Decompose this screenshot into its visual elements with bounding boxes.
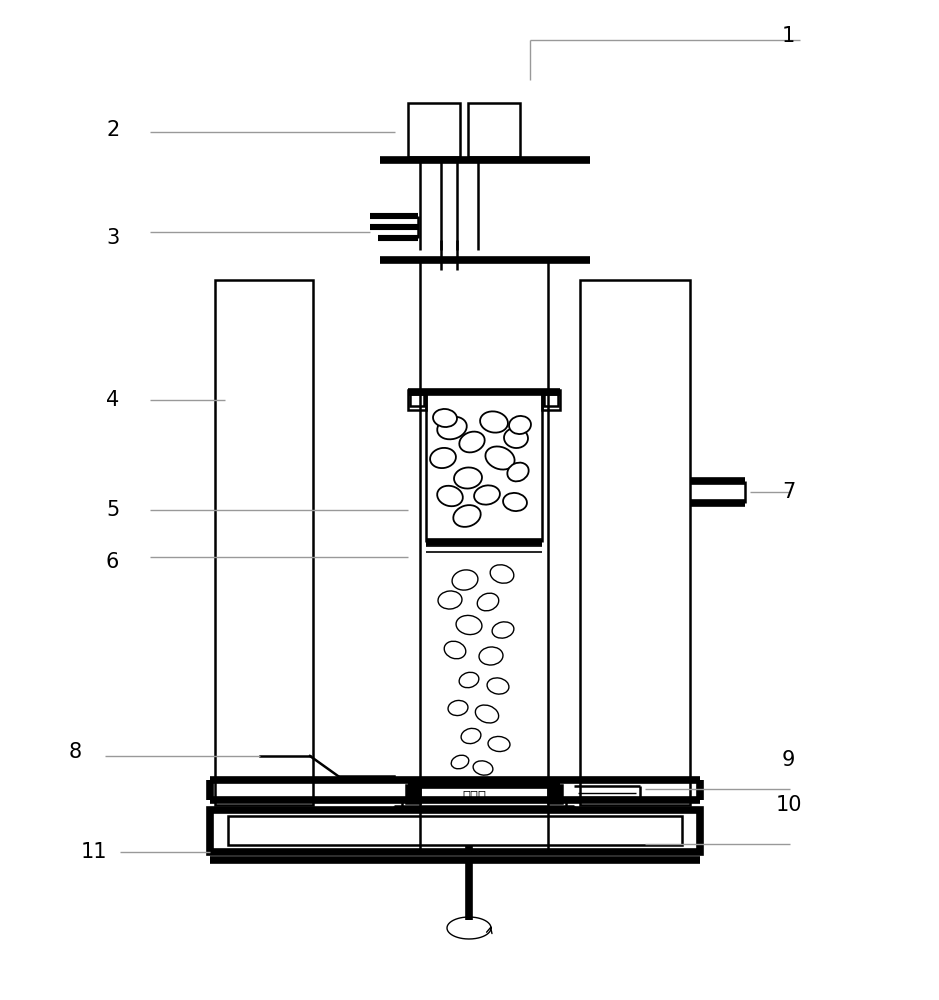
Ellipse shape [488, 736, 510, 752]
Text: 熔化物: 熔化物 [462, 790, 486, 802]
Ellipse shape [480, 411, 508, 433]
Ellipse shape [509, 416, 531, 434]
Text: 7: 7 [782, 482, 795, 502]
Bar [210, 810, 700, 852]
Bar [228, 816, 682, 845]
Ellipse shape [503, 493, 527, 511]
Bar [548, 785, 562, 803]
Ellipse shape [452, 755, 469, 769]
Text: 6: 6 [106, 552, 119, 572]
Ellipse shape [490, 565, 514, 583]
Text: 4: 4 [106, 390, 119, 410]
Bar [406, 785, 420, 803]
Ellipse shape [477, 593, 499, 611]
Ellipse shape [454, 467, 482, 489]
Bar [544, 394, 558, 406]
Text: 2: 2 [106, 120, 119, 140]
Ellipse shape [438, 486, 463, 506]
Ellipse shape [433, 409, 457, 427]
Text: 8: 8 [69, 742, 82, 762]
Text: 1: 1 [782, 26, 795, 46]
Ellipse shape [438, 591, 462, 609]
Ellipse shape [479, 647, 503, 665]
Bar [408, 103, 460, 157]
Bar [215, 280, 313, 805]
Bar [542, 390, 560, 410]
Text: 5: 5 [106, 500, 119, 520]
Ellipse shape [461, 728, 481, 744]
Ellipse shape [474, 485, 500, 505]
Bar [410, 394, 424, 406]
Ellipse shape [448, 700, 468, 716]
Ellipse shape [485, 446, 515, 470]
Ellipse shape [456, 615, 482, 635]
Ellipse shape [452, 570, 478, 590]
Ellipse shape [504, 428, 528, 448]
Bar [580, 280, 690, 805]
Text: 9: 9 [782, 750, 795, 770]
Ellipse shape [487, 678, 509, 694]
Ellipse shape [430, 448, 456, 468]
Text: 10: 10 [776, 795, 802, 815]
Ellipse shape [444, 641, 466, 659]
Ellipse shape [438, 417, 467, 439]
Ellipse shape [507, 463, 529, 481]
Text: 11: 11 [81, 842, 107, 862]
Ellipse shape [475, 705, 499, 723]
Text: 3: 3 [106, 228, 119, 248]
Bar [468, 103, 520, 157]
Ellipse shape [473, 761, 493, 775]
Ellipse shape [459, 672, 479, 688]
Ellipse shape [454, 505, 481, 527]
Bar [408, 390, 426, 410]
Ellipse shape [492, 622, 514, 638]
Ellipse shape [459, 432, 485, 452]
